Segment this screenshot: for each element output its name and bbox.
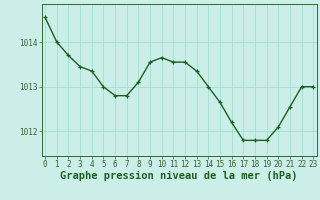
X-axis label: Graphe pression niveau de la mer (hPa): Graphe pression niveau de la mer (hPa) bbox=[60, 171, 298, 181]
